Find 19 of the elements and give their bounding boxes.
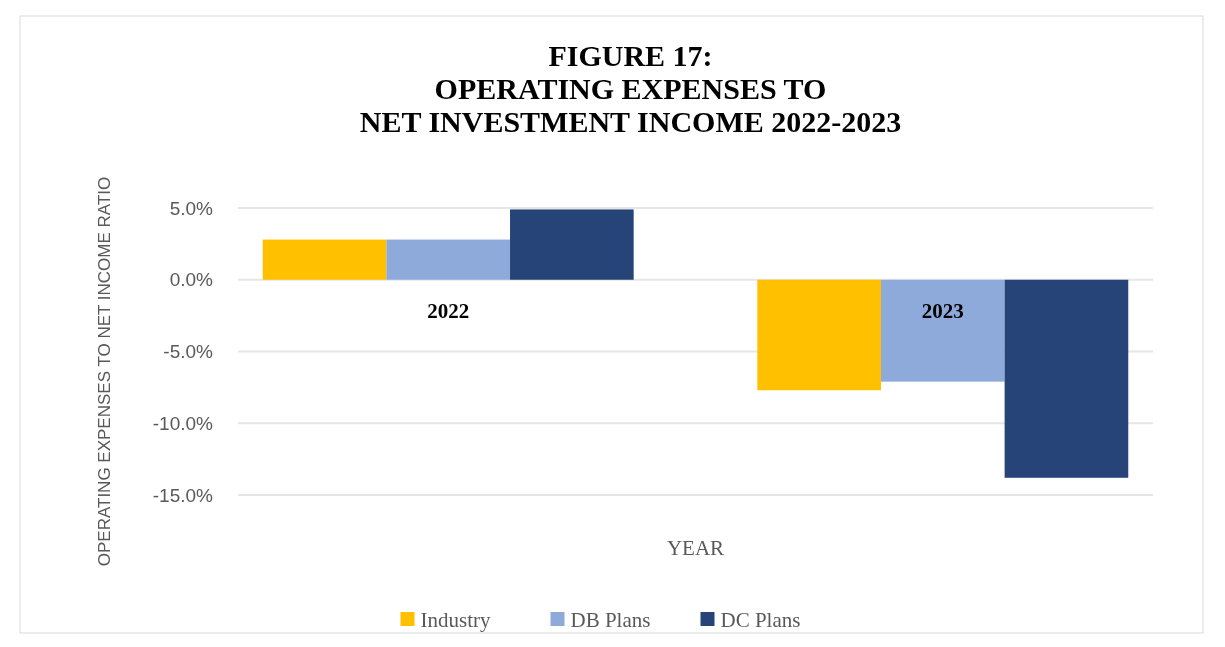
legend-label: DB Plans	[570, 608, 651, 633]
x-axis-title: YEAR	[666, 536, 725, 560]
x-tick-label: 2023	[921, 298, 964, 323]
legend-label: Industry	[420, 608, 491, 633]
y-axis-title: OPERATING EXPENSES TO NET INCOME RATIO	[95, 176, 114, 567]
y-tick-label: 5.0%	[169, 197, 214, 219]
bar	[510, 209, 634, 280]
bar	[757, 279, 881, 391]
legend-label: DC Plans	[720, 608, 801, 633]
y-tick-label: 0.0%	[169, 269, 214, 291]
chart-title: FIGURE 17: OPERATING EXPENSES TO NET INVESTMENT INCOME 2022-2023	[359, 39, 902, 138]
bar	[1004, 279, 1129, 478]
bar	[262, 239, 387, 280]
bar	[880, 279, 1005, 382]
y-tick-label: -5.0%	[163, 341, 214, 363]
x-tick-label: 2022	[427, 298, 470, 323]
bar	[386, 239, 511, 280]
y-tick-label: -15.0%	[152, 484, 214, 506]
y-tick-label: -10.0%	[152, 412, 214, 434]
